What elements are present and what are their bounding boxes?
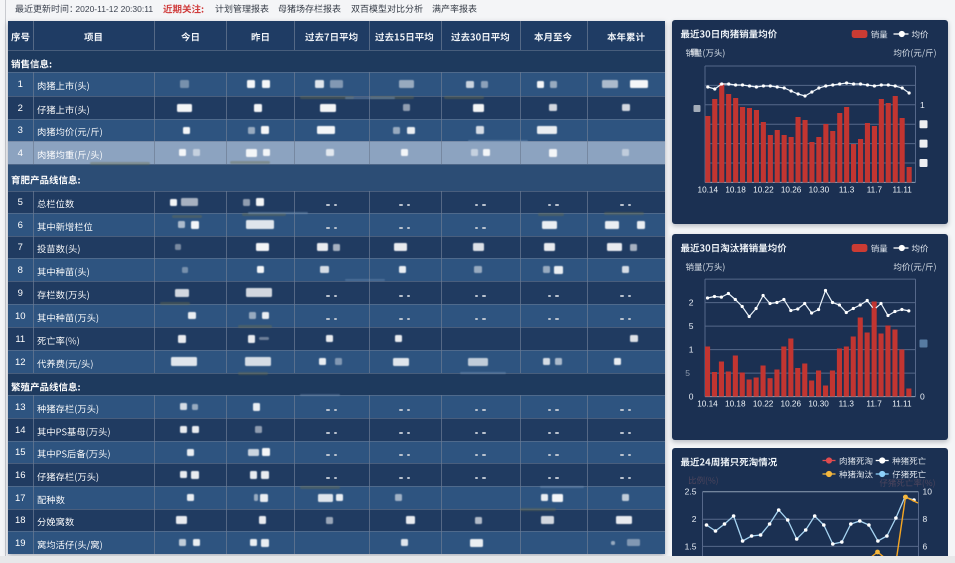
svg-text:11.3: 11.3 — [838, 399, 854, 408]
svg-text:0: 0 — [920, 391, 925, 401]
svg-text:8: 8 — [922, 514, 927, 524]
svg-text:11.7: 11.7 — [866, 186, 882, 195]
svg-text:11.11: 11.11 — [892, 186, 912, 195]
svg-text:2: 2 — [688, 297, 693, 307]
svg-text:5: 5 — [685, 368, 690, 378]
svg-text:10.14: 10.14 — [697, 399, 718, 408]
svg-text:1: 1 — [688, 344, 693, 354]
svg-text:5: 5 — [688, 321, 693, 331]
svg-text:10.18: 10.18 — [725, 186, 746, 195]
svg-text:10: 10 — [922, 487, 932, 497]
svg-text:0: 0 — [688, 391, 693, 401]
svg-text:11.7: 11.7 — [866, 399, 882, 408]
svg-text:2: 2 — [691, 514, 696, 524]
svg-text:1: 1 — [920, 100, 925, 110]
svg-text:6: 6 — [922, 541, 927, 551]
svg-text:10.30: 10.30 — [808, 186, 829, 195]
svg-text:10.22: 10.22 — [752, 399, 773, 408]
svg-text:10.14: 10.14 — [697, 186, 718, 195]
svg-text:10.26: 10.26 — [780, 399, 801, 408]
svg-text:10.18: 10.18 — [725, 399, 746, 408]
svg-text:11.11: 11.11 — [892, 399, 912, 408]
svg-text:10.26: 10.26 — [780, 186, 801, 195]
svg-text:11.3: 11.3 — [838, 186, 854, 195]
svg-text:10.30: 10.30 — [808, 399, 829, 408]
svg-text:1.5: 1.5 — [684, 541, 696, 551]
svg-text:2.5: 2.5 — [684, 487, 696, 497]
svg-text:10.22: 10.22 — [753, 186, 774, 195]
